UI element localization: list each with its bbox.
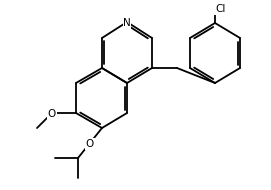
Text: Cl: Cl [215, 4, 225, 14]
Text: O: O [48, 109, 56, 119]
Text: N: N [123, 18, 131, 28]
Text: O: O [86, 139, 94, 149]
